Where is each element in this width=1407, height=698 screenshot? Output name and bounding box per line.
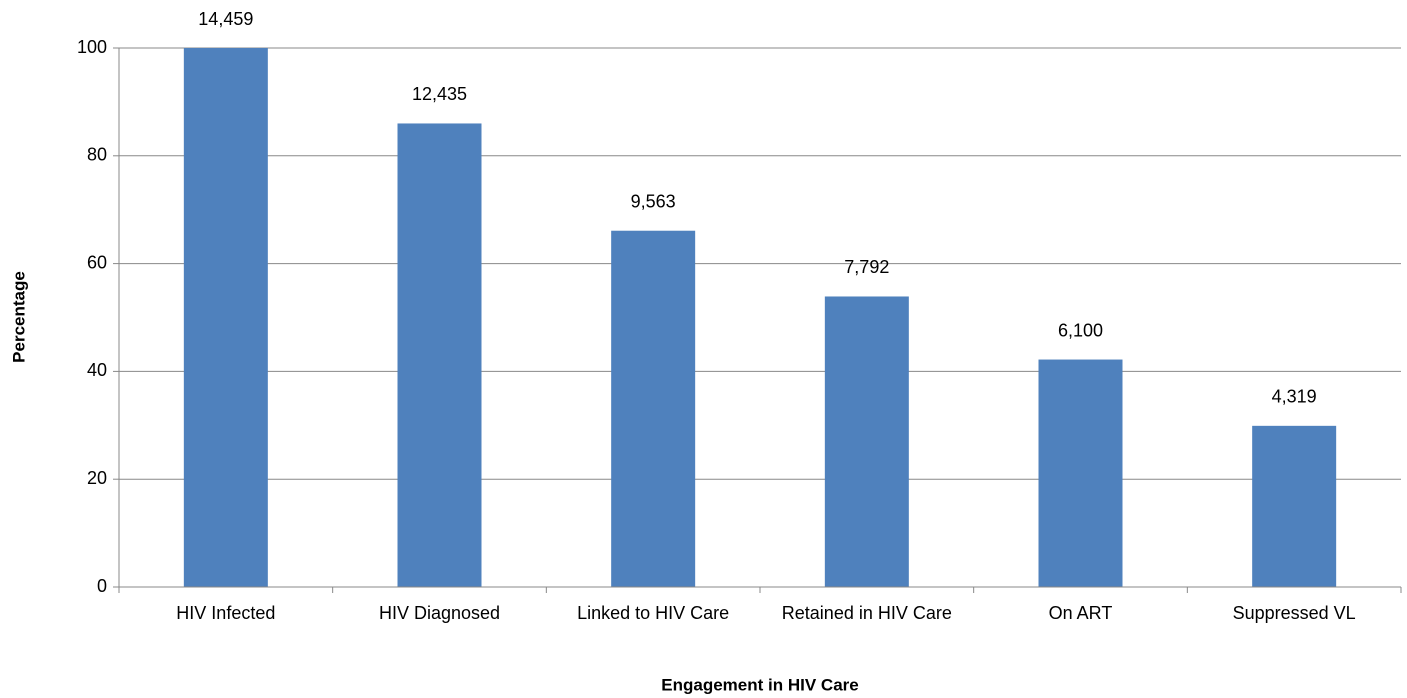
y-tick-label: 0 xyxy=(97,576,107,596)
data-label: 14,459 xyxy=(198,9,253,29)
x-tick-label: Suppressed VL xyxy=(1232,603,1356,623)
data-label: 4,319 xyxy=(1272,387,1317,407)
bar xyxy=(824,296,909,587)
data-label: 6,100 xyxy=(1058,320,1103,340)
bar xyxy=(397,123,482,588)
bar xyxy=(1038,359,1123,587)
x-tick-label: Linked to HIV Care xyxy=(577,603,730,623)
y-tick-label: 60 xyxy=(87,252,107,272)
y-tick-label: 20 xyxy=(87,468,107,488)
data-label: 7,792 xyxy=(844,257,889,277)
x-tick-label: HIV Infected xyxy=(176,603,276,623)
data-label: 12,435 xyxy=(412,84,467,104)
x-tick-label: On ART xyxy=(1048,603,1113,623)
y-axis-title: Percentage xyxy=(9,271,28,363)
bar xyxy=(183,48,268,587)
y-tick-label: 40 xyxy=(87,360,107,380)
x-tick-label: Retained in HIV Care xyxy=(781,603,952,623)
y-tick-label: 100 xyxy=(77,37,107,57)
x-axis-title: Engagement in HIV Care xyxy=(661,675,858,694)
y-tick-label: 80 xyxy=(87,145,107,165)
data-label: 9,563 xyxy=(631,191,676,211)
bar xyxy=(611,230,696,587)
x-tick-label: HIV Diagnosed xyxy=(378,603,501,623)
bar xyxy=(1252,425,1337,587)
